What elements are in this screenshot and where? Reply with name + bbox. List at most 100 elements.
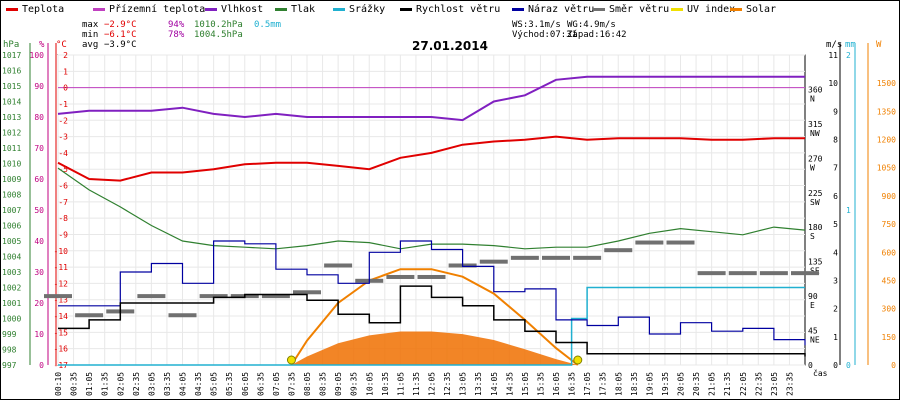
legend-swatch (593, 8, 605, 11)
axis-tick-label: 80 (34, 113, 44, 122)
legend-swatch (400, 8, 412, 11)
series-line-temp (57, 135, 805, 182)
axis-tick-label: 1 (846, 206, 851, 215)
series-line-solar (290, 268, 579, 366)
legend-item: Solar (730, 4, 776, 15)
x-tick-label: 21:35 (723, 372, 732, 396)
axis-tick-label: 450 (882, 276, 897, 285)
axis-tick-label: 5 (833, 220, 838, 229)
x-tick-label: 00:10 (54, 372, 63, 396)
x-tick-label: 01:35 (101, 372, 110, 396)
series-line-gust (58, 240, 806, 346)
x-tick-label: 07:05 (272, 372, 281, 396)
legend-swatch (275, 8, 287, 11)
x-tick-label: 18:05 (614, 372, 623, 396)
axis-tick-label: 50 (34, 206, 44, 215)
x-tick-label: 21:05 (708, 372, 717, 396)
stats-avg-temp: −3.9°C (104, 40, 137, 50)
axis-tick-label: 1350 (877, 107, 896, 116)
x-tick-label: 23:35 (785, 372, 794, 396)
wind-direction-mark (44, 294, 72, 299)
axis-tick-label: 1002 (2, 284, 21, 293)
legend-swatch (205, 8, 217, 11)
legend-label: Vlhkost (221, 4, 263, 15)
axis-tick-label: 2 (846, 51, 851, 60)
legend-swatch (6, 8, 18, 11)
axis-tick-label: 997 (2, 361, 17, 370)
axis-tick-label: 1050 (877, 164, 896, 173)
axis-tick-label: 998 (2, 346, 17, 355)
wind-direction-mark (666, 240, 695, 245)
axis-tick-label: 100 (30, 51, 45, 60)
legend-item: Srážky (333, 3, 385, 15)
axis-tick-label: 3 (833, 276, 838, 285)
axis-tick-label: -2 (58, 116, 68, 125)
wind-direction-mark (168, 313, 197, 318)
stats-min-press: 1004.5hPa (194, 30, 243, 40)
x-tick-label: 19:35 (661, 372, 670, 396)
axis-tick-label: 0 (891, 361, 896, 370)
x-tick-label: 22:05 (739, 372, 748, 396)
axis-tick-label: 1014 (2, 98, 21, 107)
x-tick-label: 12:05 (428, 372, 437, 396)
wind-info: WS:3.1m/s WG:4.9m/s Východ:07:31 Západ:1… (512, 20, 627, 40)
x-tick-label: 19:05 (645, 372, 654, 396)
x-tick-label: 10:05 (365, 372, 374, 396)
solar-area (291, 331, 578, 365)
x-tick-label: 04:05 (179, 372, 188, 396)
legend-label: Tlak (291, 4, 315, 15)
axis-unit: mm (845, 40, 856, 50)
wind-direction-mark (604, 248, 633, 253)
axis-tick-label: 0 (833, 361, 838, 370)
axis-tick-label: 180 (808, 223, 823, 232)
wind-direction-mark (759, 271, 788, 276)
wind-direction-mark (791, 271, 819, 276)
axis-unit: W (876, 40, 882, 50)
x-tick-label: 05:35 (225, 372, 234, 396)
axis-tick-label: S (810, 232, 815, 241)
x-tick-label: 11:05 (396, 372, 405, 396)
axis-tick-label: 4 (833, 248, 838, 257)
axis-tick-label: 999 (2, 330, 17, 339)
x-tick-label: 15:35 (536, 372, 545, 396)
axis-tick-label: -15 (54, 328, 69, 337)
legend-swatch (93, 8, 105, 11)
x-tick-label: 22:35 (754, 372, 763, 396)
axis-tick-label: 900 (882, 192, 897, 201)
axis-tick-label: 45 (808, 327, 818, 336)
axis-tick-label: 1007 (2, 206, 21, 215)
x-tick-label: 20:35 (692, 372, 701, 396)
axis-tick-label: -9 (58, 230, 68, 239)
x-axis-label: čas (813, 368, 828, 378)
axis-tick-label: 1006 (2, 222, 21, 231)
axis-tick-label: 315 (808, 120, 823, 129)
x-tick-label: 08:05 (303, 372, 312, 396)
stats-max-press: 1010.2hPa (194, 20, 243, 30)
stats-min-temp: −6.1°C (104, 30, 137, 40)
axis-tick-label: 0 (63, 84, 68, 93)
x-axis: 00:10 00:35 01:05 01:35 02:05 02:35 03:05 03:35… (54, 368, 828, 396)
axis-tick-label: 0 (808, 361, 813, 370)
axis-tick-label: 135 (808, 258, 823, 267)
axis-tick-label: 1004 (2, 253, 21, 262)
axis-tick-label: W (810, 163, 815, 172)
wind-direction-mark (728, 271, 757, 276)
axes: 1017101610151014101310121011101010091008… (2, 40, 896, 370)
axis-tick-label: 10 (828, 79, 838, 88)
wind-direction-mark (386, 274, 415, 279)
legend-label: Směr větru (609, 3, 669, 15)
x-tick-label: 01:05 (85, 372, 94, 396)
axis-tick-label: -7 (58, 198, 68, 207)
axis-tick-label: 1017 (2, 51, 21, 60)
axis-tick-label: 1008 (2, 191, 21, 200)
x-tick-label: 17:05 (583, 372, 592, 396)
legend-swatch (512, 8, 524, 11)
stats-max-rain: 0.5mm (254, 20, 281, 30)
legend-label: Přízemní teplota (109, 3, 205, 15)
x-tick-label: 07:35 (287, 372, 296, 396)
axis-tick-label: -5 (58, 165, 68, 174)
x-tick-label: 14:35 (505, 372, 514, 396)
wind-direction-mark (479, 259, 508, 264)
legend: Teplota Přízemní teplota Vlhkost Tlak Srážky… (6, 3, 776, 15)
